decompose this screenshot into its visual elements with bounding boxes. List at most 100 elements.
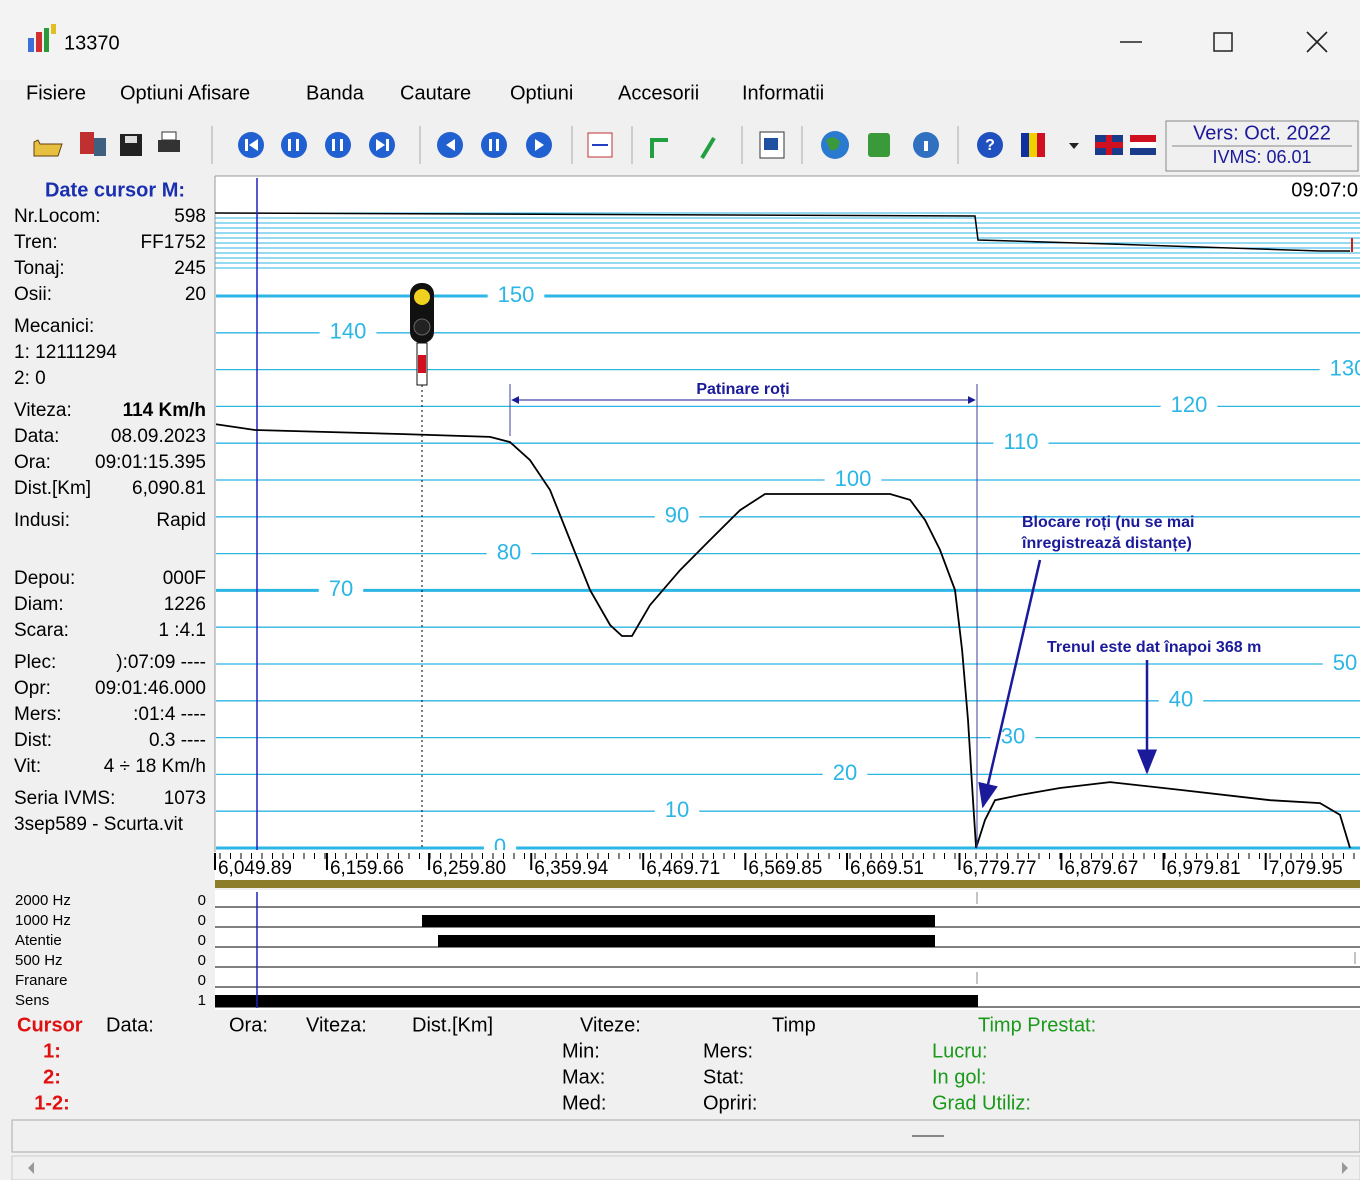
- menu-item[interactable]: Optiuni: [510, 82, 573, 104]
- help-icon[interactable]: [977, 132, 1003, 158]
- refresh-icon[interactable]: [868, 133, 890, 157]
- menu-bar: Fisiere Optiuni Afisare Banda Cautare Optiun…: [26, 82, 824, 104]
- field-value: :01:4 ----: [133, 704, 206, 725]
- column-header: Ora:: [229, 1014, 268, 1036]
- window-title: 13370: [64, 32, 120, 54]
- speed-label: 10: [665, 797, 689, 822]
- row-label: 2:: [43, 1066, 61, 1088]
- speed-curve: [216, 423, 1351, 849]
- annotation: Blocare roți (nu se mai: [1022, 514, 1195, 531]
- tracks-area: [215, 890, 1360, 1010]
- field-label: Mecanici:: [14, 316, 94, 337]
- label-bg: [654, 510, 700, 523]
- field-value: 09:01:15.395: [95, 452, 206, 473]
- scrollbar[interactable]: [11, 1155, 1360, 1180]
- field-value: 598: [174, 206, 206, 227]
- speed-label: 120: [1171, 392, 1208, 417]
- column-header: Viteza:: [306, 1014, 367, 1036]
- x-tick-label: 6,979.81: [1167, 858, 1241, 879]
- track-name: 1000 Hz: [15, 912, 71, 929]
- track-name: 2000 Hz: [15, 892, 71, 909]
- import-icon[interactable]: [80, 132, 106, 156]
- speed-label: 40: [1169, 687, 1193, 712]
- cursor2-icon[interactable]: [700, 136, 716, 160]
- save-icon[interactable]: [120, 134, 142, 156]
- track-value: 0: [198, 952, 206, 969]
- speed-label: 0: [494, 834, 506, 859]
- x-tick-label: 6,159.66: [330, 858, 404, 879]
- field-value: 1073: [164, 788, 206, 809]
- speed-label: 70: [329, 576, 353, 601]
- word-icon[interactable]: [759, 131, 785, 159]
- menu-item[interactable]: Accesorii: [618, 82, 699, 104]
- track-name: Atentie: [15, 932, 62, 949]
- menu-item[interactable]: Banda: [306, 82, 365, 104]
- open-icon[interactable]: [33, 139, 63, 157]
- speed-label: 30: [1001, 723, 1025, 748]
- svg-text:?: ?: [985, 137, 995, 154]
- label-bg: [1158, 694, 1204, 707]
- field-label: Tren:: [14, 232, 58, 253]
- label-bg: [319, 326, 377, 339]
- speed-stat: Max:: [562, 1066, 605, 1088]
- axis-band: [215, 880, 1360, 888]
- work-stat: In gol:: [932, 1066, 986, 1088]
- menu-item[interactable]: Informatii: [742, 82, 824, 104]
- track-bar: [422, 915, 935, 927]
- label-bg: [822, 768, 868, 781]
- zoom-icon[interactable]: [587, 132, 613, 158]
- field-value: 20: [185, 284, 206, 305]
- x-tick-label: 6,879.67: [1064, 858, 1138, 879]
- work-stat: Grad Utiliz:: [932, 1092, 1031, 1114]
- flag-hu[interactable]: [1130, 135, 1156, 155]
- label-bg: [1160, 400, 1218, 413]
- field-value: FF1752: [141, 232, 206, 253]
- cursor1-icon[interactable]: [650, 138, 668, 158]
- flag-uk[interactable]: [1095, 135, 1123, 155]
- speed-label: 100: [835, 466, 872, 491]
- top-trace: [214, 212, 1350, 252]
- speed-label: 150: [498, 282, 535, 307]
- field-label: Vit:: [14, 756, 41, 777]
- nav-buttons[interactable]: [238, 132, 552, 158]
- cursor-table: Cursor Data: Ora: Viteza: Dist.[Km] Viteze: Ti…: [17, 1014, 1096, 1114]
- menu-item[interactable]: Optiuni Afisare: [120, 82, 250, 104]
- label-bg: [824, 474, 882, 486]
- time-stat: Mers:: [703, 1040, 753, 1062]
- field-value: ):07:09 ----: [116, 652, 206, 673]
- field-label: 1: 12111294: [14, 342, 117, 363]
- annotation: Patinare roți: [696, 381, 789, 398]
- panel-heading: Date cursor M:: [45, 179, 185, 201]
- time-stat: Opriri:: [703, 1092, 757, 1114]
- field-value: 245: [174, 258, 206, 279]
- row-label: 1:: [43, 1040, 61, 1062]
- label-bg: [1319, 363, 1360, 376]
- field-label: 3sep589 - Scurta.vit: [14, 814, 184, 835]
- toolbar: ? Vers: Oct. 2022 IVMS: 06.01: [33, 120, 1359, 172]
- column-header: Timp Prestat:: [978, 1014, 1096, 1036]
- field-label: Dist:: [14, 730, 52, 751]
- print-icon[interactable]: [158, 131, 180, 152]
- label-bg: [486, 547, 532, 560]
- lang-dropdown[interactable]: [1069, 143, 1079, 149]
- column-header: Data:: [106, 1014, 154, 1036]
- field-value: 09:01:46.000: [95, 678, 206, 699]
- flag-ro[interactable]: [1021, 133, 1045, 157]
- left-panel: [0, 176, 215, 852]
- field-value: 08.09.2023: [111, 426, 206, 447]
- scroll-left[interactable]: [28, 1162, 34, 1174]
- scroll-right[interactable]: [1342, 1162, 1348, 1174]
- top-traces: [215, 212, 1360, 269]
- chart-area: [215, 176, 1360, 852]
- x-tick-label: 6,259.80: [432, 858, 506, 879]
- field-label: Depou:: [14, 568, 75, 589]
- track-value: 0: [198, 972, 206, 989]
- menu-item[interactable]: Cautare: [400, 82, 471, 104]
- maximize-button[interactable]: [1213, 32, 1233, 52]
- speed-label: 140: [330, 319, 367, 344]
- menu-item[interactable]: Fisiere: [26, 82, 86, 104]
- close-button[interactable]: [1306, 31, 1328, 53]
- track-bar: [438, 935, 935, 947]
- distance-axis: 6,049.89 6,159.66 6,259.80 6,359.94 6,469.71…: [213, 853, 1355, 879]
- column-header: Viteze:: [580, 1014, 641, 1036]
